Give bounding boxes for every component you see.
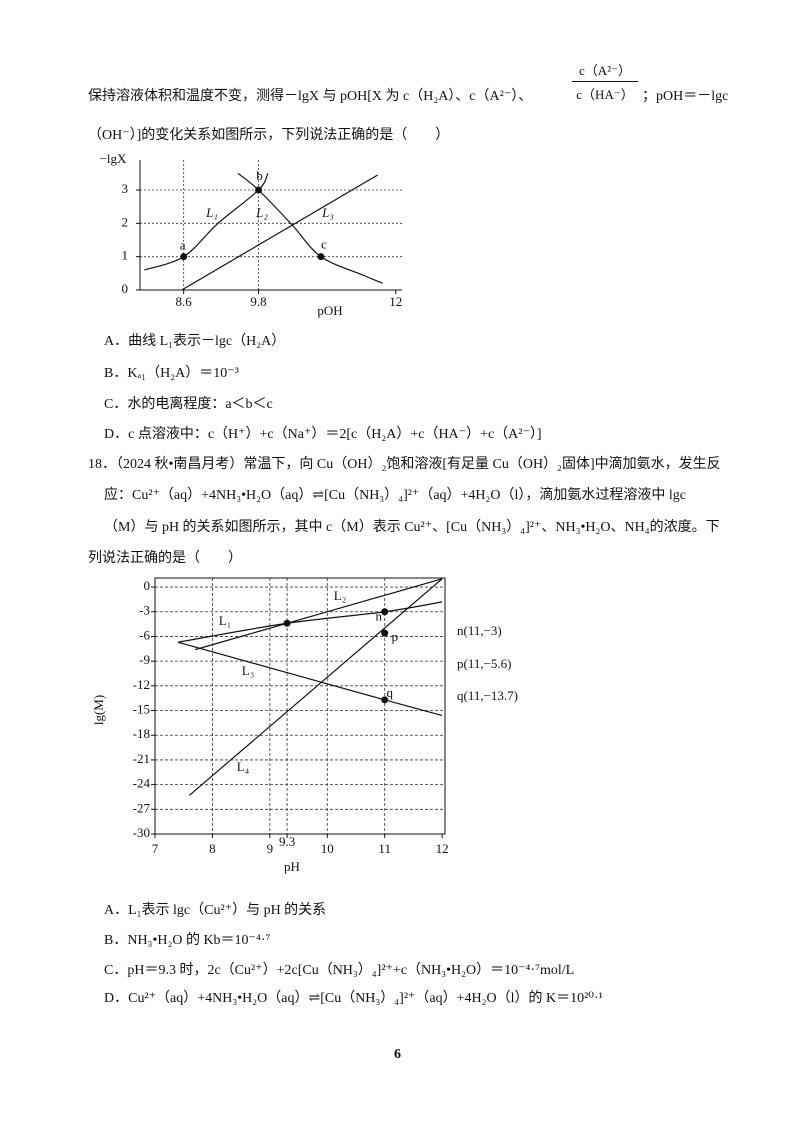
y-tick-label: 0: [122, 281, 129, 296]
annotation: n(11,−3): [457, 623, 502, 638]
y-tick-label: -3: [139, 603, 150, 618]
y-tick-label: 0: [144, 578, 151, 593]
q18-stem: （M）与 pH 的关系如图所示，其中 c（M）表示 Cu²⁺、[Cu（NH₃）₄…: [104, 520, 720, 535]
curve-label: L₂: [255, 205, 268, 220]
curve-label: L₂: [334, 588, 346, 603]
annotation: p(11,−5.6): [457, 656, 512, 671]
q17-stem: ；pOH＝－lgc: [642, 89, 729, 104]
x-tick-label: 10: [321, 841, 334, 856]
page-number: 6: [394, 1047, 401, 1062]
y-tick-label: 3: [122, 181, 129, 196]
x-tick-label: 9.8: [250, 294, 266, 309]
point-label: p: [391, 629, 398, 644]
option: D．c 点溶液中：c（H⁺）+c（Na⁺）＝2[c（H₂A）+c（HA⁻）+c（…: [104, 427, 542, 442]
option: B．NH₃•H₂O 的 Kb＝10⁻⁴·⁷: [104, 933, 271, 948]
curve: [177, 641, 443, 717]
y-tick-label: -15: [133, 702, 150, 717]
option: C．水的电离程度：a＜b＜c: [104, 397, 273, 412]
curve: [181, 174, 378, 291]
curve: [195, 578, 443, 651]
x-tick-label: 7: [152, 841, 159, 856]
x-tick-label: 12: [436, 841, 449, 856]
x-tick-label: 8.6: [176, 294, 193, 309]
x-tick-label: 11: [378, 841, 391, 856]
x-tick-label: 9: [267, 841, 274, 856]
point-label: c: [321, 237, 327, 252]
y-tick-label: 2: [122, 214, 129, 229]
curve-label: L₃: [242, 663, 254, 678]
q17-stem: （OH⁻）]的变化关系如图所示，下列说法正确的是（ ）: [88, 128, 450, 143]
x-tick-label: 9.3: [279, 834, 295, 849]
y-tick-label: -6: [139, 627, 150, 642]
q18-stem: 应：Cu²⁺（aq）+4NH₃•H₂O（aq）⇌[Cu（NH₃）₄]²⁺（aq）…: [104, 488, 687, 503]
q18-stem: 18．（2024 秋•南昌月考）常温下，向 Cu（OH）₂饱和溶液[有足量 Cu…: [88, 457, 721, 472]
q18-stem: 列说法正确的是（ ）: [88, 551, 242, 566]
curve-label: L₁: [205, 205, 218, 220]
q17-stem: 保持溶液体积和温度不变，测得－lgX 与 pOH[X 为 c（H₂A）、c（A²…: [88, 89, 533, 104]
fraction: c（A²⁻） c（HA⁻）: [572, 60, 638, 103]
option: C．pH＝9.3 时，2c（Cu²⁺）+2c[Cu（NH₃）₄]²⁺+c（NH₃…: [104, 963, 575, 978]
x-tick-label: 8: [209, 841, 216, 856]
x-tick-label: 12: [389, 294, 402, 309]
y-tick-label: -9: [139, 652, 150, 667]
y-axis-label: lg(M): [91, 695, 106, 725]
curve: [177, 601, 443, 643]
y-tick-label: -21: [133, 751, 150, 766]
option: B．Kₐ₁（H₂A）＝10⁻³: [104, 366, 239, 381]
y-tick-label: -27: [133, 800, 151, 815]
y-tick-label: -30: [133, 825, 150, 840]
point-label: n: [375, 609, 382, 624]
plot-frame: [154, 577, 446, 835]
data-point: [381, 629, 389, 637]
data-point: [283, 619, 291, 627]
data-point: [381, 608, 389, 616]
point-label: a: [180, 238, 186, 253]
data-point: [255, 186, 263, 194]
x-axis-label: pH: [284, 859, 300, 874]
point-label: b: [256, 168, 263, 183]
point-label: q: [386, 685, 393, 700]
y-tick-label: -18: [133, 726, 150, 741]
curve-label: L₁: [219, 613, 231, 628]
fraction-denominator: c（HA⁻）: [576, 87, 634, 102]
curve-label: L₄: [237, 759, 250, 774]
curve: [189, 578, 443, 796]
annotation: q(11,−13.7): [457, 688, 518, 703]
y-axis-label: −lgX: [100, 151, 127, 166]
curve: [144, 173, 269, 271]
data-point: [317, 253, 325, 261]
option: D．Cu²⁺（aq）+4NH₃•H₂O（aq）⇌[Cu（NH₃）₄]²⁺（aq）…: [104, 991, 603, 1006]
y-tick-label: -12: [133, 677, 150, 692]
y-tick-label: -24: [133, 776, 151, 791]
data-point: [180, 253, 188, 261]
y-tick-label: 1: [122, 248, 129, 263]
curve-label: L₃: [321, 205, 334, 220]
x-axis-label: pOH: [317, 303, 342, 318]
fraction-numerator: c（A²⁻）: [572, 60, 638, 82]
option: A．曲线 L₁表示－lgc（H₂A）: [104, 334, 286, 349]
data-point: [381, 696, 389, 704]
option: A．L₁表示 lgc（Cu²⁺）与 pH 的关系: [104, 903, 327, 918]
